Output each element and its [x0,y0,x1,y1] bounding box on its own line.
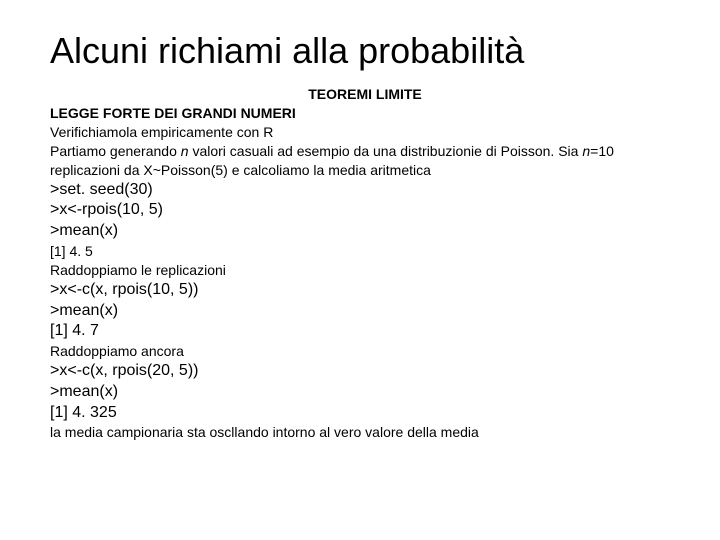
italic-n: n [181,143,189,159]
code-line: >x<-rpois(10, 5) [50,200,680,221]
text-verify: Verifichiamola empiricamente con R [50,123,680,142]
slide: Alcuni richiami alla probabilità TEOREMI… [0,0,720,540]
code-line: >set. seed(30) [50,180,680,201]
text-double-again: Raddoppiamo ancora [50,342,680,361]
slide-title: Alcuni richiami alla probabilità [50,30,680,72]
code-line: >mean(x) [50,221,680,242]
output-line: [1] 4. 325 [50,403,680,424]
content-block: TEOREMI LIMITE LEGGE FORTE DEI GRANDI NU… [50,86,680,442]
output-line: [1] 4. 5 [50,242,680,261]
code-line: >x<-c(x, rpois(20, 5)) [50,361,680,382]
code-line: >x<-c(x, rpois(10, 5)) [50,280,680,301]
code-line: >mean(x) [50,301,680,322]
subtitle: TEOREMI LIMITE [50,86,680,102]
text-part: Partiamo generando [50,143,181,159]
heading-law: LEGGE FORTE DEI GRANDI NUMERI [50,104,680,123]
text-conclusion: la media campionaria sta oscllando intor… [50,423,680,442]
text-double: Raddoppiamo le replicazioni [50,261,680,280]
italic-n2: n [582,143,590,159]
text-intro: Partiamo generando n valori casuali ad e… [50,142,680,180]
output-line: [1] 4. 7 [50,321,680,342]
text-part: valori casuali ad esempio da una distrib… [189,143,583,159]
code-line: >mean(x) [50,382,680,403]
